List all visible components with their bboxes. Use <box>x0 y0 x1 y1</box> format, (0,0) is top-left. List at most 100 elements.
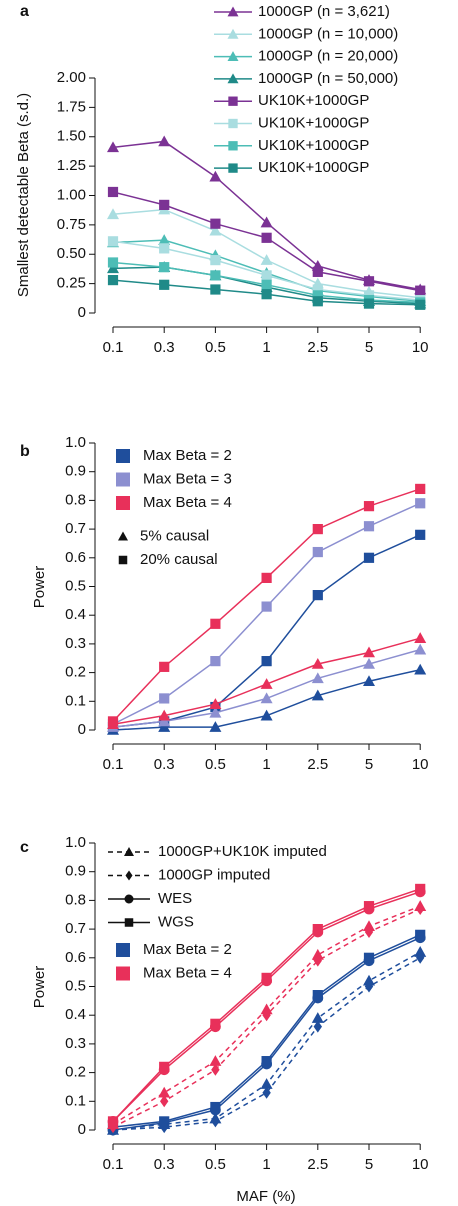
marker-triangle <box>260 254 273 265</box>
y-tick-label: 0 <box>78 1121 86 1138</box>
x-tick-label: 5 <box>365 756 373 773</box>
legend-label: Max Beta = 2 <box>143 941 232 958</box>
x-tick-label: 0.3 <box>154 339 175 356</box>
y-tick-label: 0.5 <box>65 577 86 594</box>
marker-triangle <box>260 692 273 704</box>
legend-label: Max Beta = 4 <box>143 964 232 981</box>
marker-square <box>124 918 134 927</box>
marker-triangle <box>363 974 375 986</box>
marker-triangle <box>363 657 375 669</box>
marker-square <box>415 299 426 310</box>
marker-square <box>312 296 323 307</box>
marker-square <box>159 279 170 290</box>
x-tick-label: 5 <box>365 1156 373 1173</box>
y-tick-label: 0.9 <box>65 463 86 480</box>
y-tick-label: 0.4 <box>65 1006 86 1023</box>
marker-diamond <box>313 954 322 967</box>
marker-triangle <box>414 663 427 675</box>
x-axis-label: MAF (%) <box>236 1188 295 1205</box>
y-tick-label: 0.5 <box>65 977 86 994</box>
legend-label: WES <box>158 890 192 907</box>
marker-circle <box>312 926 324 938</box>
marker-square <box>415 483 426 495</box>
marker-square <box>159 693 170 704</box>
marker-triangle <box>260 1003 273 1015</box>
marker-triangle <box>107 262 119 274</box>
y-tick-label: 1.25 <box>57 157 86 174</box>
marker-diamond <box>364 980 374 993</box>
y-axis-label: Smallest detectable Beta (s.d.) <box>15 93 32 297</box>
legend-label: 1000GP imputed <box>158 866 270 883</box>
marker-square <box>415 285 426 296</box>
marker-triangle <box>209 224 222 236</box>
marker-triangle <box>107 141 119 153</box>
marker-diamond <box>108 1121 118 1134</box>
marker-circle <box>414 886 426 898</box>
marker-square <box>363 298 375 309</box>
y-tick-label: 0.8 <box>65 891 86 908</box>
marker-square <box>363 276 375 287</box>
marker-square <box>107 236 119 247</box>
marker-diamond <box>262 1086 271 1099</box>
marker-square <box>312 266 323 277</box>
marker-triangle <box>124 847 134 856</box>
legend-label: 1000GP (n = 50,000) <box>258 70 398 87</box>
y-tick-label: 1.00 <box>57 186 86 203</box>
y-tick-label: 0.50 <box>57 245 86 262</box>
marker-triangle <box>260 216 273 228</box>
marker-triangle <box>118 531 128 541</box>
marker-triangle <box>363 675 375 687</box>
marker-diamond <box>211 1115 220 1128</box>
marker-triangle <box>209 170 222 182</box>
marker-square <box>261 572 272 583</box>
legend-label: Max Beta = 3 <box>143 470 232 487</box>
marker-diamond <box>211 1063 220 1076</box>
marker-square <box>261 279 272 290</box>
marker-square <box>210 218 221 229</box>
marker-circle <box>210 1021 221 1033</box>
legend-swatch <box>116 496 130 510</box>
x-tick-label: 2.5 <box>307 1156 328 1173</box>
marker-square <box>415 498 426 509</box>
marker-diamond <box>262 1009 271 1022</box>
marker-square <box>107 186 119 198</box>
marker-square <box>363 521 375 532</box>
marker-square <box>312 524 323 535</box>
marker-circle <box>210 1104 221 1116</box>
marker-square <box>363 501 375 512</box>
marker-square <box>159 199 170 210</box>
legend-label: UK10K+1000GP <box>258 114 369 131</box>
marker-triangle <box>158 135 171 147</box>
y-tick-label: 0.2 <box>65 664 86 681</box>
x-tick-label: 1 <box>262 756 270 773</box>
y-tick-label: 0 <box>78 304 86 321</box>
marker-square <box>107 275 119 286</box>
marker-circle <box>414 932 426 944</box>
marker-square <box>312 590 323 601</box>
marker-triangle <box>158 709 171 721</box>
marker-circle <box>363 903 375 915</box>
y-tick-label: 0.75 <box>57 216 86 233</box>
y-axis-label: Power <box>31 966 48 1009</box>
marker-diamond <box>160 1121 169 1134</box>
marker-square <box>312 284 323 295</box>
marker-square <box>159 661 170 672</box>
marker-square <box>118 555 128 565</box>
legend-label: UK10K+1000GP <box>258 92 369 109</box>
legend-swatch <box>116 966 130 981</box>
marker-diamond <box>416 951 425 964</box>
legend-label: UK10K+1000GP <box>258 159 369 176</box>
marker-diamond <box>416 903 425 916</box>
legend-label: 1000GP (n = 3,621) <box>258 3 390 20</box>
marker-triangle <box>311 689 324 701</box>
y-tick-label: 1.75 <box>57 98 86 115</box>
x-tick-label: 0.5 <box>205 756 226 773</box>
y-axis-label: Power <box>31 566 48 609</box>
marker-triangle <box>227 6 239 17</box>
legend-label: WGS <box>158 913 194 930</box>
x-tick-label: 0.3 <box>154 756 175 773</box>
marker-square <box>210 270 221 281</box>
y-tick-label: 0.7 <box>65 520 86 537</box>
marker-square <box>261 232 272 243</box>
marker-square <box>261 289 272 300</box>
